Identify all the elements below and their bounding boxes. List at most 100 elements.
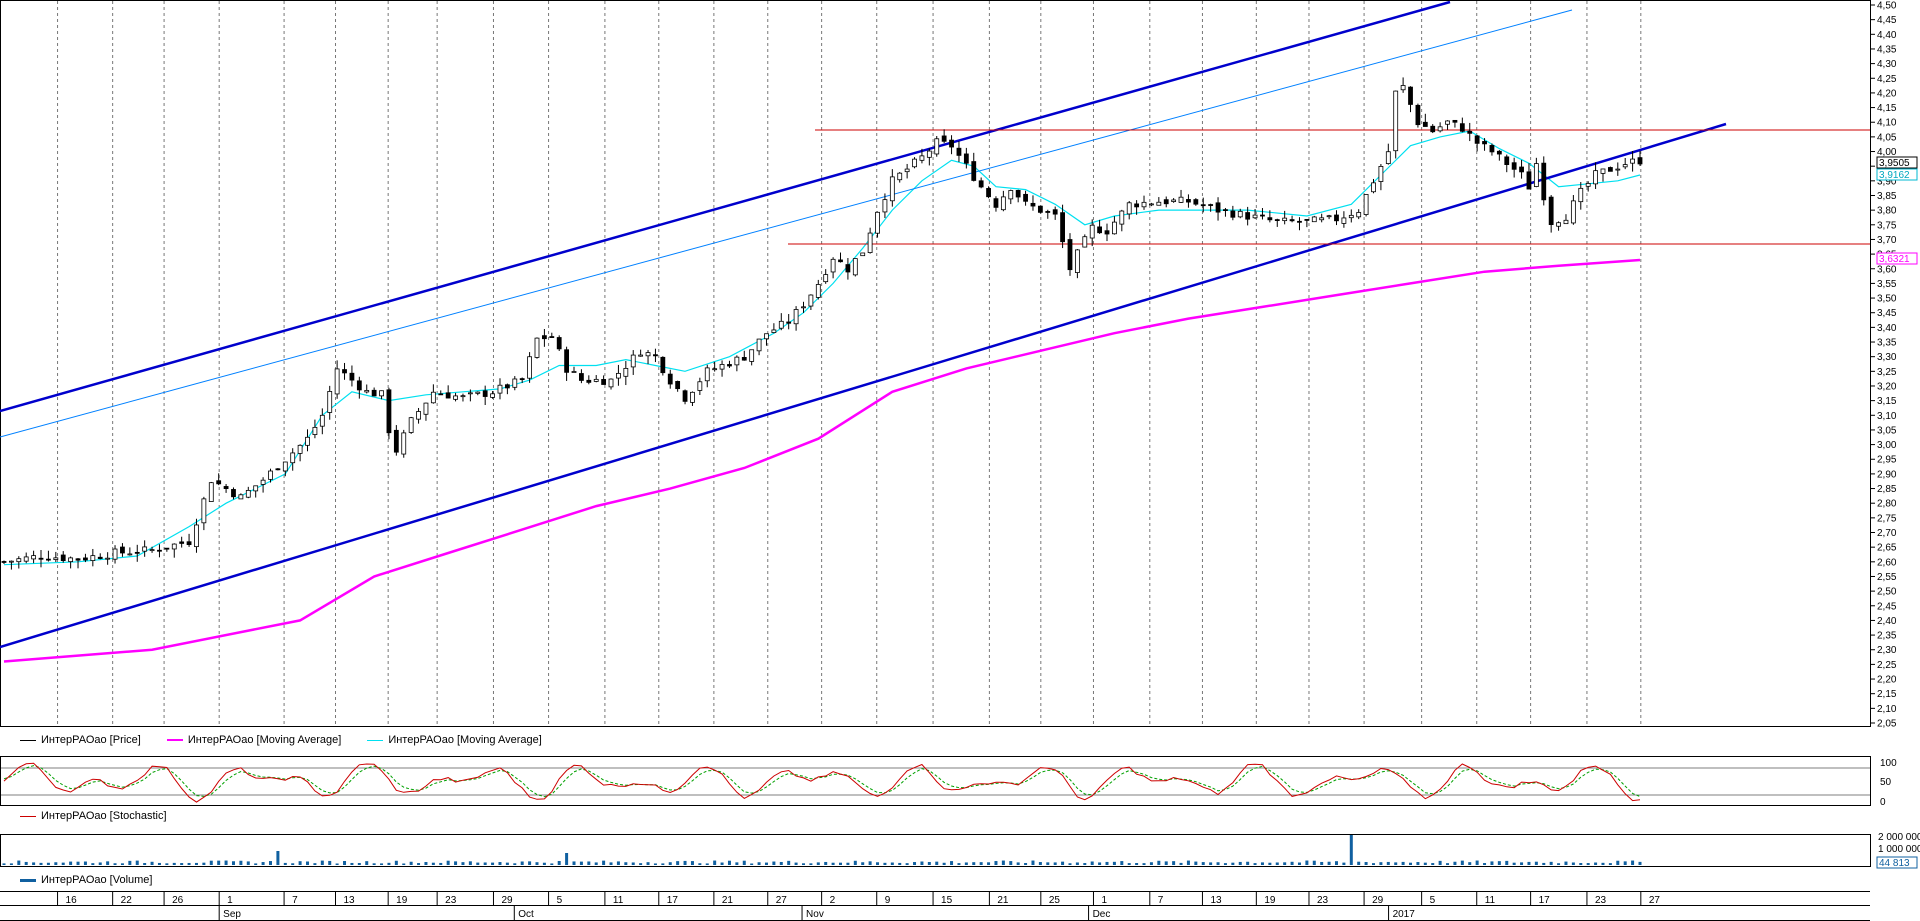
volume-bar (1483, 863, 1487, 865)
candle-body (1215, 202, 1221, 213)
y-tick-label: 4,45 (1877, 15, 1897, 26)
candle-body (290, 452, 296, 464)
candle-body (541, 335, 547, 340)
volume-bar (61, 862, 65, 865)
volume-bar (17, 860, 21, 865)
volume-bar (113, 863, 117, 865)
volume-bar (343, 860, 347, 865)
volume-bar (491, 862, 495, 865)
day-label: 11 (1485, 895, 1496, 906)
volume-bar (535, 862, 539, 865)
volume-bar (868, 861, 872, 865)
candle-body (1489, 145, 1495, 153)
candle-body (268, 470, 273, 480)
legend-item-price: ИнтерРАОао [Price] (20, 734, 141, 746)
candle-body (1445, 120, 1450, 125)
candle-body (978, 180, 984, 188)
volume-bar (1260, 862, 1264, 865)
candle-body (653, 354, 658, 357)
candle-body (1200, 204, 1206, 207)
candle-body (1474, 135, 1480, 144)
volume-bar (1201, 862, 1205, 865)
candle-body (53, 557, 59, 560)
volume-bar (1061, 861, 1065, 865)
volume-bar (1601, 862, 1605, 865)
legend-item-volume: ИнтерРАОао [Volume] (20, 874, 152, 886)
volume-bar (172, 862, 176, 865)
candle-body (393, 429, 399, 453)
moving-average-cyan (3, 130, 1641, 566)
y-tick-label: 3,05 (1877, 425, 1897, 436)
volume-bar (1372, 863, 1376, 865)
volume-bar (913, 862, 917, 865)
y-tick-label: 2,75 (1877, 513, 1897, 524)
volume-bar (1024, 863, 1028, 865)
volume-bar (979, 862, 983, 865)
legend-label-price: ИнтерРАОао [Price] (41, 734, 141, 746)
candle-body (1230, 210, 1236, 218)
candle-body (860, 252, 866, 257)
volume-bar (890, 862, 894, 865)
legend-item-stochastic: ИнтерРАОао [Stochastic] (20, 810, 167, 822)
candle-body (1311, 216, 1317, 223)
day-label: 21 (997, 895, 1009, 906)
legend-swatch-ma-cyan (367, 739, 384, 741)
candle-body (1467, 130, 1473, 134)
candle-body (549, 336, 555, 338)
candle-body (371, 389, 377, 397)
volume-bar (209, 860, 213, 865)
candle-body (1163, 199, 1169, 205)
volume-bar (1542, 862, 1546, 865)
y-tick-label: 4,40 (1877, 30, 1897, 41)
volume-bar (557, 860, 561, 865)
day-label: 29 (501, 895, 513, 906)
volume-bar (594, 862, 598, 865)
day-label: 26 (172, 895, 184, 906)
candle-body (1149, 203, 1154, 206)
volume-bar (787, 860, 791, 865)
volume-bar (653, 863, 657, 865)
candle-body (534, 337, 540, 358)
candle-body (623, 367, 629, 377)
y-tick-label: 2,15 (1877, 689, 1897, 700)
volume-bar (224, 860, 228, 865)
candle-body (16, 558, 22, 563)
candle-body (1052, 209, 1058, 215)
candle-body (1637, 157, 1643, 165)
volume-bar (231, 861, 235, 865)
volume-bar (283, 862, 287, 865)
volume-bar (1179, 862, 1183, 865)
candle-body (512, 378, 518, 388)
candle-body (401, 432, 407, 455)
day-label: 22 (121, 895, 133, 906)
volume-bar (1127, 863, 1131, 865)
legend-swatch-ma-magenta (166, 739, 183, 741)
candle-body (519, 378, 525, 381)
volume-bar (602, 860, 606, 865)
candle-body (1297, 220, 1302, 223)
y-tick-label: 3,80 (1877, 206, 1897, 217)
volume-bar (2, 863, 6, 865)
y-tick-label: 3,35 (1877, 338, 1897, 349)
y-tick-label: 3,75 (1877, 220, 1897, 231)
candle-body (1008, 190, 1014, 200)
volume-bar (713, 860, 717, 865)
day-label: 19 (396, 895, 408, 906)
day-label: 25 (1049, 895, 1061, 906)
candle-body (1356, 212, 1362, 218)
y-tick-label: 3,25 (1877, 367, 1897, 378)
volume-bar (194, 862, 198, 865)
candle-body (312, 426, 318, 435)
stoch-tick-0: 0 (1880, 797, 1886, 808)
candle-body (1267, 217, 1273, 221)
volume-bar (801, 863, 805, 865)
candle-body (608, 378, 614, 388)
candle-body (1563, 219, 1569, 225)
volume-bar (1564, 861, 1568, 865)
volume-bar (135, 860, 139, 865)
volume-bar (1142, 863, 1146, 865)
y-tick-label: 4,35 (1877, 44, 1897, 55)
candle-body (1119, 210, 1125, 225)
candle-body (941, 135, 947, 142)
